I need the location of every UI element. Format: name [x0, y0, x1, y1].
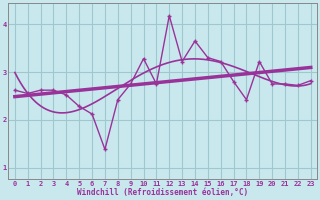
- X-axis label: Windchill (Refroidissement éolien,°C): Windchill (Refroidissement éolien,°C): [77, 188, 248, 197]
